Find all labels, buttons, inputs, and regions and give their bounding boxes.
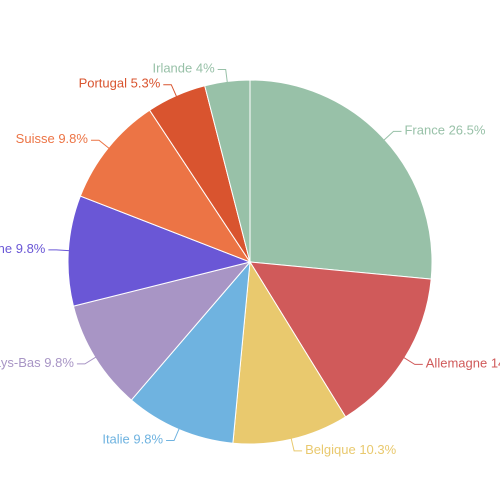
leader-line xyxy=(400,355,423,365)
slice-label: Italie 9.8% xyxy=(102,432,163,447)
leader-line xyxy=(90,139,112,151)
slice-label: Belgique 10.3% xyxy=(305,442,397,457)
slice-label: Espagne 9.8% xyxy=(0,241,46,256)
category-name: Italie xyxy=(102,432,129,447)
slice-label: Pays-Bas 9.8% xyxy=(0,355,74,370)
category-name: Suisse xyxy=(16,132,55,147)
category-name: Portugal xyxy=(79,76,128,91)
value-label: 9.8% xyxy=(58,132,88,147)
category-name: Belgique xyxy=(305,442,356,457)
category-name: Allemagne xyxy=(426,356,487,371)
value-label: 5.3% xyxy=(131,76,161,91)
category-name: Irlande xyxy=(153,61,193,76)
category-name: France xyxy=(404,123,444,138)
value-label: 26.5% xyxy=(449,123,486,138)
value-label: 4% xyxy=(196,61,215,76)
value-label: 14.7% xyxy=(491,356,500,371)
value-label: 9.8% xyxy=(16,241,46,256)
leader-line xyxy=(163,84,179,100)
value-label: 10.3% xyxy=(359,442,396,457)
slice-label: Irlande 4% xyxy=(153,61,216,76)
leader-line xyxy=(289,435,303,452)
value-label: 9.8% xyxy=(44,355,74,370)
slice-label: Allemagne 14.7% xyxy=(426,356,500,371)
value-label: 9.8% xyxy=(133,432,163,447)
leader-line xyxy=(166,425,181,442)
leader-line xyxy=(381,130,402,143)
leader-line xyxy=(217,69,229,86)
leader-line xyxy=(48,249,73,252)
category-name: Pays-Bas xyxy=(0,355,41,370)
pie-slice xyxy=(249,79,433,280)
category-name: Espagne xyxy=(0,241,12,256)
slice-label: Portugal 5.3% xyxy=(79,76,161,91)
slice-label: France 26.5% xyxy=(404,123,485,138)
leader-line xyxy=(76,355,99,365)
slice-label: Suisse 9.8% xyxy=(16,132,89,147)
